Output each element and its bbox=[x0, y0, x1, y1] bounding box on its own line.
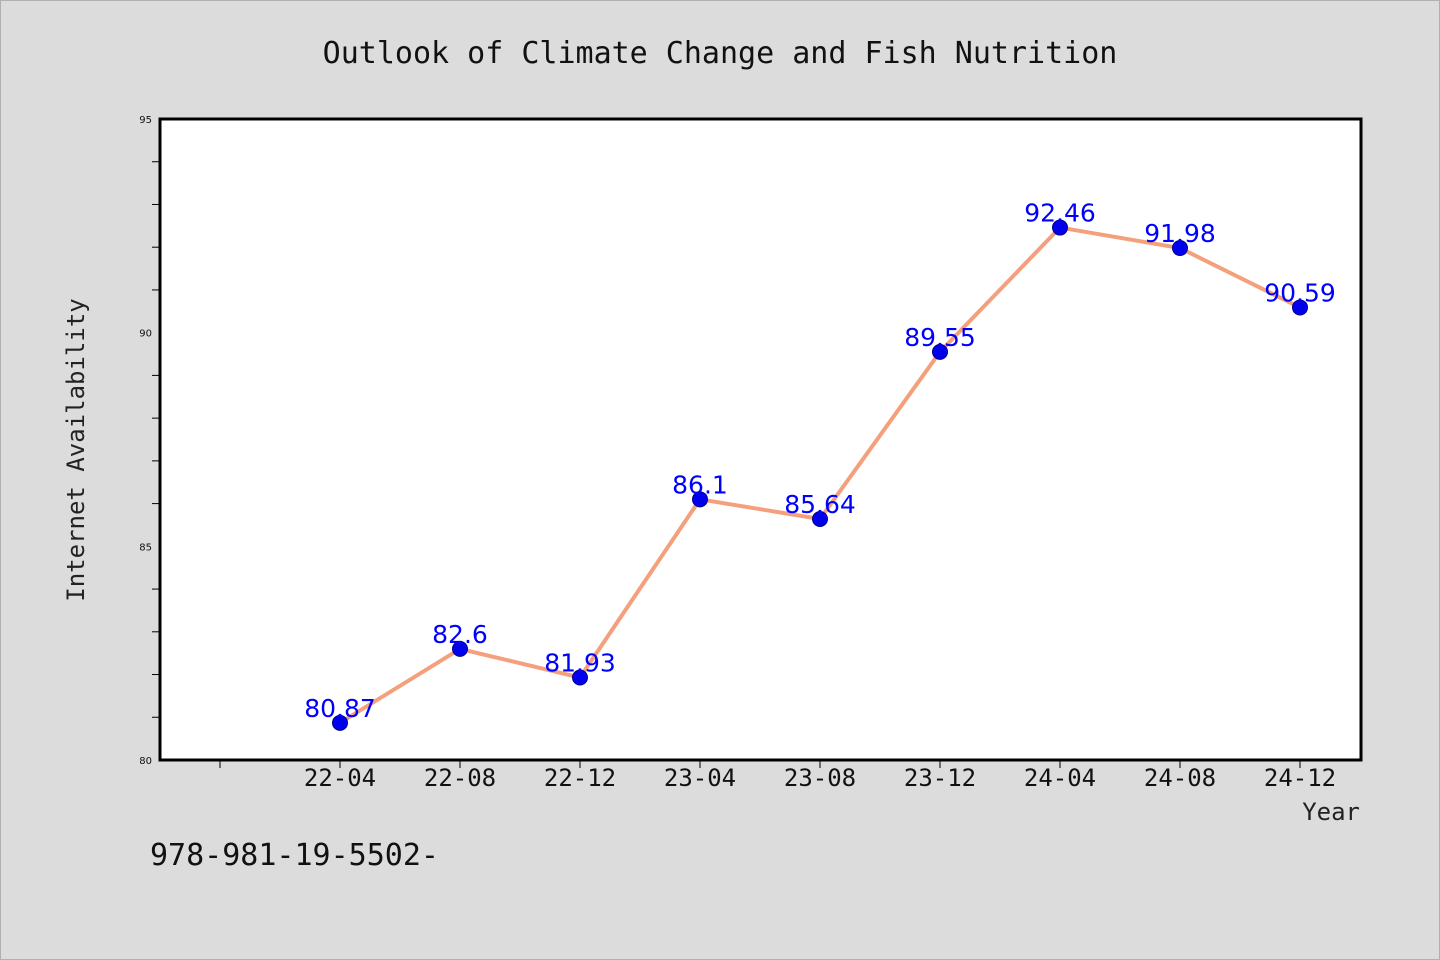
y-axis-label: Internet Availability bbox=[62, 298, 90, 601]
data-label: 89.55 bbox=[904, 323, 976, 352]
data-label: 81.93 bbox=[544, 649, 616, 678]
x-tick-label: 23-04 bbox=[664, 764, 736, 792]
axes-ticks: 80 85 90 95 22-04 22-08 22-12 23-04 23-08 23-12 24… bbox=[139, 115, 1336, 792]
data-label: 82.6 bbox=[432, 620, 488, 649]
x-tick-label: 24-12 bbox=[1264, 764, 1336, 792]
plot-area bbox=[158, 117, 1363, 762]
x-tick-label: 22-12 bbox=[544, 764, 616, 792]
y-tick-label: 80 bbox=[139, 756, 152, 767]
data-point bbox=[932, 343, 948, 360]
data-point bbox=[332, 714, 348, 731]
data-point bbox=[452, 640, 468, 657]
x-tick-label: 24-04 bbox=[1024, 764, 1096, 792]
data-point bbox=[1052, 219, 1068, 236]
data-label: 92.46 bbox=[1024, 199, 1096, 228]
data-label: 85.64 bbox=[784, 490, 856, 519]
data-point bbox=[1292, 299, 1308, 316]
data-point bbox=[1172, 240, 1188, 257]
data-point bbox=[572, 669, 588, 686]
footnote: 978-981-19-5502- bbox=[150, 838, 439, 873]
x-axis-label: Year bbox=[1302, 798, 1360, 826]
data-label: 90.59 bbox=[1264, 278, 1336, 307]
chart-title: Outlook of Climate Change and Fish Nutri… bbox=[323, 36, 1118, 71]
y-tick-label: 85 bbox=[139, 542, 152, 553]
data-label: 80.87 bbox=[304, 694, 376, 723]
x-tick-label: 22-08 bbox=[424, 764, 496, 792]
x-tick-label: 23-08 bbox=[784, 764, 856, 792]
series-layer: 80.87 82.6 81.93 86.1 85.64 89.55 92.46 91.98 90… bbox=[304, 199, 1336, 731]
y-tick-label: 90 bbox=[139, 329, 152, 340]
y-tick-label: 95 bbox=[139, 115, 152, 126]
x-tick-label: 24-08 bbox=[1144, 764, 1216, 792]
data-point bbox=[812, 510, 828, 527]
data-point bbox=[692, 491, 708, 508]
x-tick-label: 22-04 bbox=[304, 764, 376, 792]
data-label: 91.98 bbox=[1144, 219, 1216, 248]
data-label: 86.1 bbox=[672, 470, 728, 499]
x-tick-label: 23-12 bbox=[904, 764, 976, 792]
